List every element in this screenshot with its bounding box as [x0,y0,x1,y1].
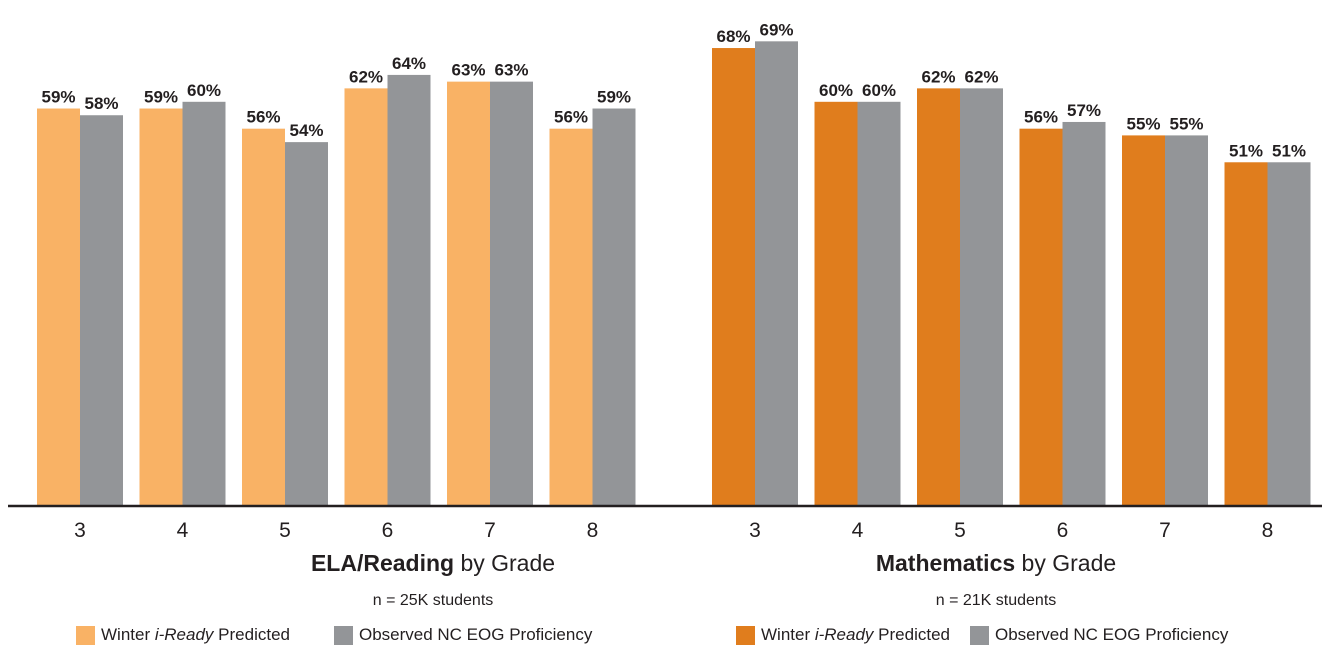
data-label: 62% [349,67,383,86]
data-label: 63% [451,61,485,80]
bar-math-grade-7-observed [1165,135,1208,505]
data-label: 59% [41,88,75,107]
bar-math-grade-6-observed [1062,121,1106,506]
ela-title-bold: ELA/Reading [310,550,455,576]
legend-item-math-observed: Observed NC EOG Proficiency [969,625,1229,645]
data-label: 68% [716,27,750,46]
data-label: 55% [1169,114,1203,133]
data-label: 64% [392,54,426,73]
legend-swatch [736,625,755,645]
data-label: 60% [187,81,221,100]
data-label: 60% [819,81,853,100]
legend-swatch [333,625,353,645]
legend-item-math-predicted: Winter i-Ready Predicted [736,625,950,645]
bar-ela-grade-4-observed [182,101,226,506]
data-label: 56% [554,108,588,127]
data-label: 69% [759,20,793,39]
bar-math-grade-7-predicted [1122,135,1165,505]
bar-ela-grade-6-predicted [344,88,388,506]
bar-math-grade-5-observed [960,88,1003,506]
bar-ela-grade-7-predicted [447,81,490,505]
legend-item-ela-predicted: Winter i-Ready Predicted [76,625,290,645]
legend-swatch [969,625,989,645]
x-tick-label: 3 [74,519,86,542]
bar-math-grade-4-observed [857,101,901,506]
bar-ela-grade-8-observed [592,108,636,506]
math-sample-size: n = 21K students [935,592,1057,609]
data-label: 54% [289,121,323,140]
ela-title-rest: by Grade [454,550,556,576]
x-tick-label: 7 [1159,519,1171,542]
x-tick-label: 8 [587,519,599,542]
data-label: 59% [597,88,631,107]
bar-math-grade-5-predicted [917,88,960,506]
bar-math-grade-3-observed [755,41,798,505]
bar-ela-grade-3-predicted [37,108,80,506]
ela-legend: Winter i-Ready Predicted Observed NC EOG… [76,625,608,645]
x-tick-label: 6 [1057,519,1069,542]
legend-item-ela-observed: Observed NC EOG Proficiency [333,625,593,645]
legend-label: Winter i-Ready Predicted [101,625,290,644]
data-label: 51% [1272,141,1306,160]
x-tick-label: 4 [852,519,864,542]
x-tick-label: 5 [954,519,966,542]
x-tick-label: 3 [749,519,761,542]
data-label: 56% [1024,108,1058,127]
bar-math-grade-6-predicted [1019,128,1063,505]
legend-label: Observed NC EOG Proficiency [994,625,1229,644]
data-label: 57% [1067,101,1101,120]
data-label: 63% [494,61,528,80]
data-label: 55% [1126,114,1160,133]
bar-math-grade-8-predicted [1224,162,1268,505]
data-label: 62% [964,67,998,86]
x-tick-label: 8 [1262,519,1274,542]
bar-ela-grade-7-observed [490,81,533,505]
bar-math-grade-4-predicted [814,101,858,506]
math-legend: Winter i-Ready Predicted Observed NC EOG… [736,625,1244,645]
bar-math-grade-8-observed [1267,162,1311,505]
legend-label: Observed NC EOG Proficiency [358,625,593,644]
data-label: 62% [921,67,955,86]
bar-math-grade-3-predicted [712,48,755,505]
data-label: 56% [246,108,280,127]
math-title-rest: by Grade [1015,550,1117,576]
ela-sample-size: n = 25K students [372,592,494,609]
bar-ela-grade-3-observed [80,115,123,506]
data-label: 58% [84,94,118,113]
x-tick-label: 4 [177,519,189,542]
x-tick-label: 6 [382,519,394,542]
data-label: 60% [862,81,896,100]
data-label: 51% [1229,141,1263,160]
ela-title: ELA/Reading by Grade [133,550,733,577]
math-title: Mathematics by Grade [696,550,1296,577]
bar-ela-grade-8-predicted [549,128,593,505]
bar-ela-grade-5-observed [285,142,328,505]
bar-ela-grade-5-predicted [242,128,285,505]
math-title-bold: Mathematics [875,550,1016,576]
x-tick-label: 7 [484,519,496,542]
legend-swatch [76,625,95,645]
data-label: 59% [144,88,178,107]
bar-ela-grade-6-observed [387,74,431,506]
bar-ela-grade-4-predicted [139,108,183,506]
legend-label: Winter i-Ready Predicted [761,625,950,644]
x-tick-label: 5 [279,519,291,542]
